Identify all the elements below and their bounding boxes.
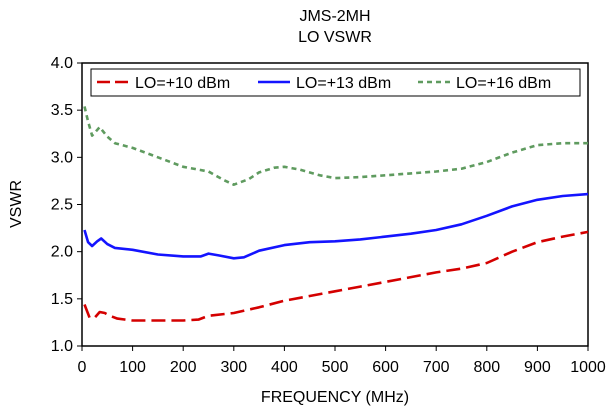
y-tick-label: 2.5: [51, 197, 73, 214]
x-tick-label: 200: [170, 359, 197, 376]
y-tick-label: 1.5: [51, 291, 73, 308]
series-line-3: [83, 106, 588, 186]
x-tick-label: 400: [271, 359, 298, 376]
y-tick-label: 3.0: [51, 149, 73, 166]
x-tick-label: 900: [524, 359, 551, 376]
series-line-1: [83, 230, 589, 322]
x-tick-label: 0: [78, 359, 87, 376]
x-axis-label: FREQUENCY (MHz): [261, 389, 409, 406]
series-line-2: [83, 192, 589, 260]
legend: LO=+10 dBm LO=+13 dBm LO=+16 dBm: [90, 68, 581, 97]
x-tick-label: 700: [423, 359, 450, 376]
x-tick-label: 600: [372, 359, 399, 376]
plot-area: [81, 62, 589, 347]
x-tick-label: 300: [220, 359, 247, 376]
series-group: [83, 106, 589, 322]
y-tick-label: 1.0: [51, 338, 73, 355]
y-axis: 1.0 1.5 2.0 2.5 3.0 3.5 4.0: [51, 55, 82, 355]
legend-label-2: LO=+13 dBm: [296, 75, 391, 92]
chart-title: JMS-2MH: [299, 8, 370, 25]
x-tick-label: 1000: [570, 359, 606, 376]
y-axis-label: VSWR: [8, 180, 25, 228]
x-tick-label: 500: [322, 359, 349, 376]
y-tick-label: 2.0: [51, 244, 73, 261]
legend-label-3: LO=+16 dBm: [456, 75, 551, 92]
y-tick-label: 4.0: [51, 55, 73, 72]
legend-label-1: LO=+10 dBm: [135, 75, 230, 92]
x-axis: 0 100 200 300 400 500 600 700 800 900 1000: [78, 346, 606, 376]
chart-subtitle: LO VSWR: [298, 29, 372, 46]
x-tick-label: 800: [473, 359, 500, 376]
x-tick-label: 100: [119, 359, 146, 376]
legend-box: [90, 68, 581, 97]
y-tick-label: 3.5: [51, 102, 73, 119]
